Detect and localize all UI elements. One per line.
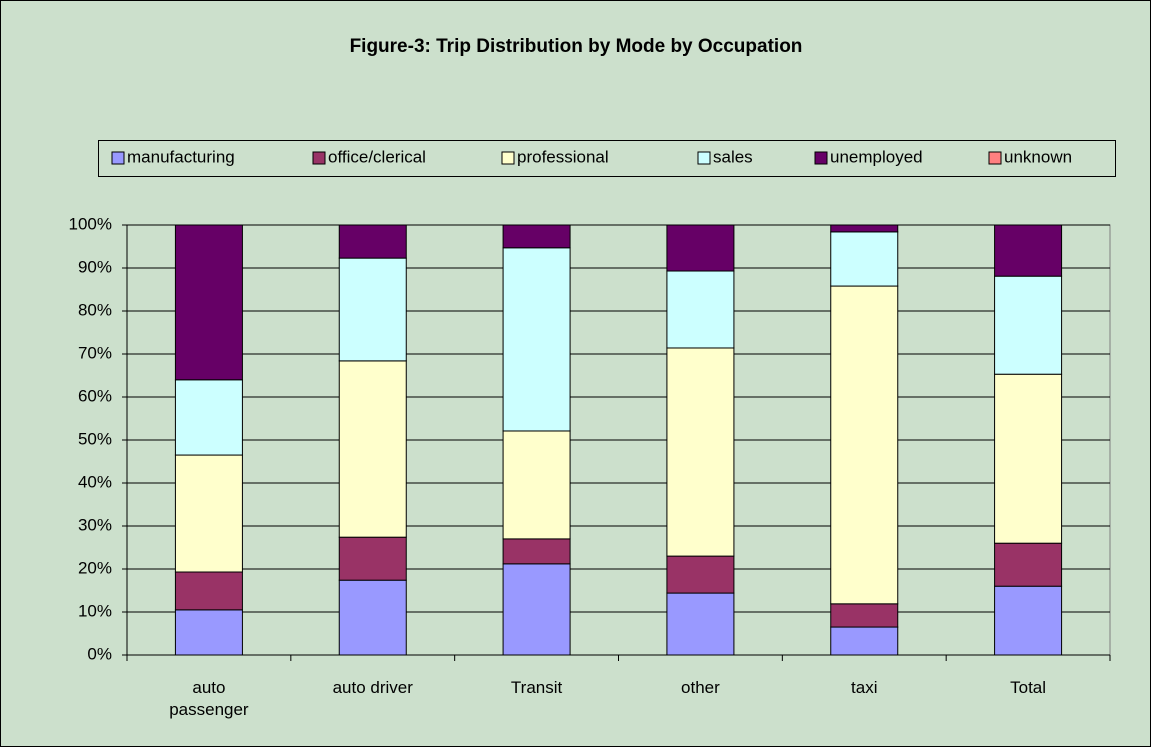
bar-segment: [666, 555, 735, 594]
y-tick-label: 40%: [78, 472, 112, 491]
bar-segment: [502, 563, 571, 656]
y-tick-label: 80%: [78, 300, 112, 319]
legend-swatch: [312, 151, 326, 165]
bar-segment: [174, 609, 243, 656]
bar-segment: [994, 585, 1063, 656]
bar-segment: [666, 347, 735, 557]
bar-segment: [994, 275, 1063, 375]
legend-label: unemployed: [830, 147, 923, 166]
bar-segment: [994, 224, 1063, 277]
legend-swatch: [111, 151, 125, 165]
bar-segment: [830, 224, 899, 233]
legend-swatch: [814, 151, 828, 165]
x-tick-label: auto passenger: [169, 678, 249, 719]
y-tick-label: 30%: [78, 515, 112, 534]
bar-segment: [338, 224, 407, 259]
bar-segment: [338, 536, 407, 581]
bar-segment: [174, 224, 243, 381]
legend-box: [98, 140, 1116, 177]
bar-segment: [830, 626, 899, 656]
legend-swatch: [988, 151, 1002, 165]
bar-segment: [830, 603, 899, 628]
legend-label: professional: [517, 147, 609, 166]
legend-label: sales: [713, 147, 753, 166]
x-tick-label: other: [681, 678, 720, 697]
x-tick-label: auto driver: [332, 678, 413, 697]
bar-segment: [666, 270, 735, 349]
y-tick-label: 100%: [69, 214, 112, 233]
chart-title: Figure-3: Trip Distribution by Mode by O…: [350, 36, 803, 57]
legend-label: unknown: [1004, 147, 1072, 166]
y-tick-label: 50%: [78, 429, 112, 448]
bar-segment: [994, 542, 1063, 587]
y-tick-label: 90%: [78, 257, 112, 276]
legend-swatch: [501, 151, 515, 165]
legend-label: office/clerical: [328, 147, 426, 166]
legend-swatch: [697, 151, 711, 165]
bar-segment: [830, 285, 899, 605]
bar-segment: [502, 430, 571, 540]
y-tick-label: 10%: [78, 601, 112, 620]
bar-segment: [338, 579, 407, 656]
x-tick-label: taxi: [851, 678, 878, 697]
bar-segment: [174, 379, 243, 456]
bar-segment: [174, 454, 243, 573]
bar-segment: [830, 231, 899, 287]
y-tick-label: 70%: [78, 343, 112, 362]
bar-segment: [666, 592, 735, 656]
y-tick-label: 20%: [78, 558, 112, 577]
bar-segment: [338, 257, 407, 362]
bar-segment: [338, 360, 407, 538]
legend-label: manufacturing: [127, 147, 235, 166]
y-tick-label: 0%: [87, 644, 112, 663]
bar-segment: [502, 224, 571, 249]
bar-segment: [174, 571, 243, 611]
bar-segment: [502, 247, 571, 432]
bar-segment: [666, 224, 735, 272]
bar-segment: [994, 373, 1063, 544]
x-tick-label: Transit: [510, 678, 563, 697]
x-tick-label: Total: [1010, 678, 1047, 697]
y-tick-label: 60%: [78, 386, 112, 405]
bar-segment: [502, 538, 571, 565]
